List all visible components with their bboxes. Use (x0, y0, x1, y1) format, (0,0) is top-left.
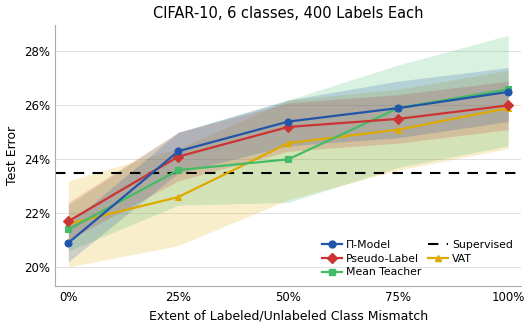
Pseudo-Label (505, 103, 511, 107)
Pseudo-Label (175, 154, 181, 158)
Title: CIFAR-10, 6 classes, 400 Labels Each: CIFAR-10, 6 classes, 400 Labels Each (153, 6, 423, 21)
Mean Teacher (395, 106, 402, 110)
Pseudo-Label (285, 125, 292, 129)
Y-axis label: Test Error: Test Error (5, 126, 19, 185)
VAT (65, 222, 71, 226)
Pseudo-Label (395, 117, 402, 121)
Legend: Π-Model, Pseudo-Label, Mean Teacher, Supervised, VAT: Π-Model, Pseudo-Label, Mean Teacher, Sup… (319, 236, 516, 281)
Π-Model (175, 149, 181, 153)
Mean Teacher (505, 87, 511, 91)
Π-Model (395, 106, 402, 110)
Line: VAT: VAT (65, 105, 512, 228)
VAT (505, 106, 511, 110)
VAT (285, 141, 292, 145)
X-axis label: Extent of Labeled/Unlabeled Class Mismatch: Extent of Labeled/Unlabeled Class Mismat… (149, 309, 428, 322)
Π-Model (285, 120, 292, 124)
Line: Π-Model: Π-Model (65, 89, 512, 246)
Line: Mean Teacher: Mean Teacher (65, 86, 512, 233)
Π-Model (65, 241, 71, 245)
VAT (395, 128, 402, 132)
Mean Teacher (175, 168, 181, 172)
Mean Teacher (65, 227, 71, 231)
Pseudo-Label (65, 219, 71, 223)
Π-Model (505, 90, 511, 94)
VAT (175, 195, 181, 199)
Mean Teacher (285, 157, 292, 161)
Line: Pseudo-Label: Pseudo-Label (65, 102, 512, 225)
